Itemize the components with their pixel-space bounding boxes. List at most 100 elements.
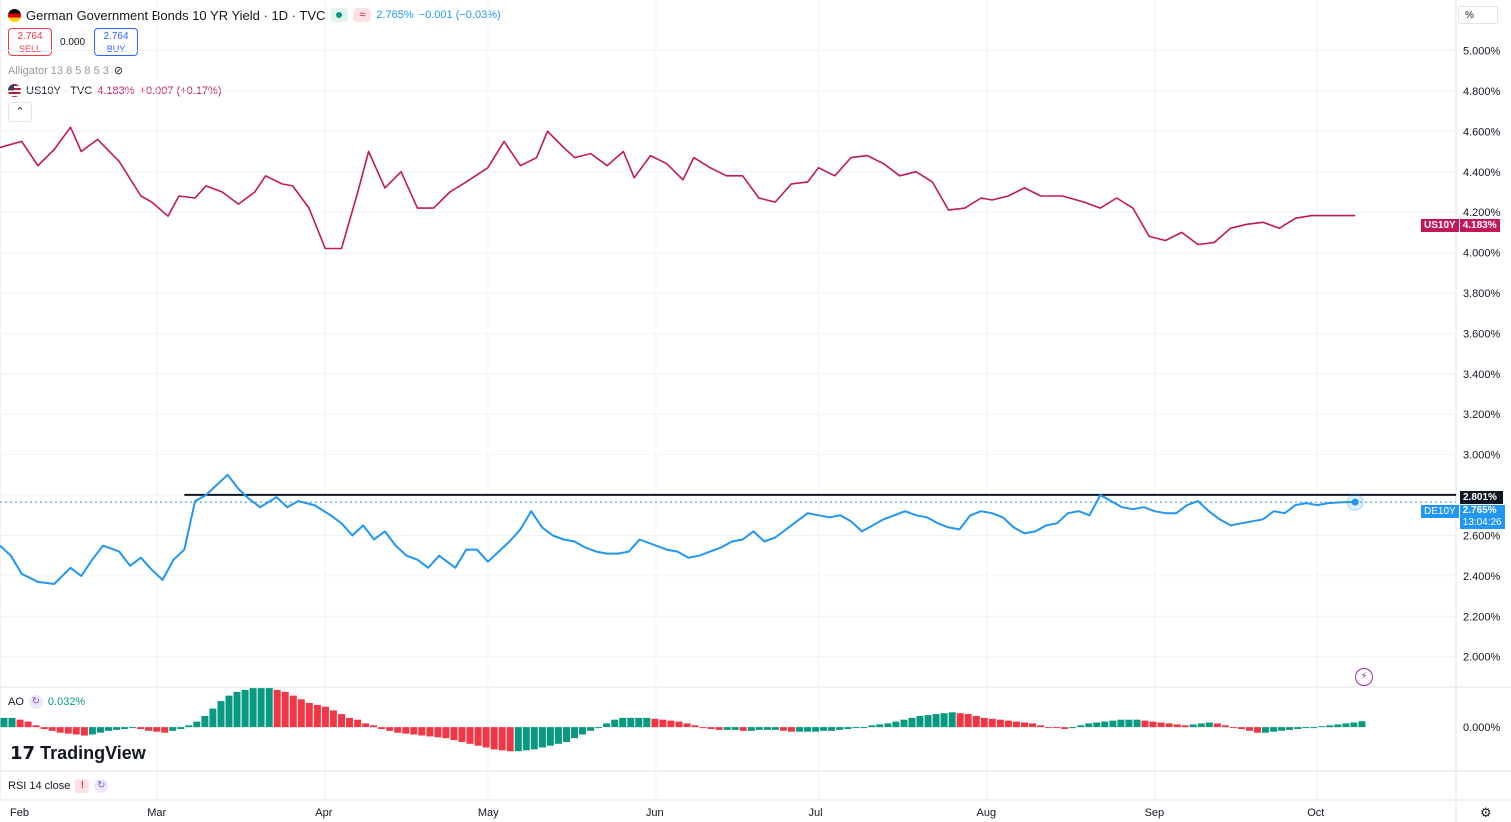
ao-bar (96, 727, 104, 733)
ao-bar (1213, 723, 1221, 728)
ao-bar (217, 701, 225, 728)
tradingview-logo[interactable]: 17 TradingView (10, 743, 146, 764)
ao-bar (763, 727, 771, 730)
time-label-feb: Feb (10, 807, 29, 819)
ao-bar (1350, 722, 1358, 728)
sell-button[interactable]: 2.764 SELL (8, 28, 52, 56)
de10y-tag-name: DE10Y (1421, 505, 1459, 518)
ao-bar (1237, 727, 1245, 729)
ao-zero-label: 0.000% (1463, 722, 1501, 734)
ao-bar (1149, 721, 1157, 728)
ao-bar (956, 713, 964, 728)
ao-bar (1093, 722, 1101, 728)
rsi-legend[interactable]: RSI 14 close ! ↻ (8, 779, 109, 793)
time-label-oct: Oct (1307, 807, 1325, 819)
germany-flag-icon (8, 8, 21, 22)
buy-label: BUY (106, 44, 126, 54)
ao-bar (153, 727, 161, 732)
buy-button[interactable]: 2.764 BUY (94, 28, 138, 56)
ao-bar (1181, 725, 1189, 728)
sell-label: SELL (18, 44, 42, 54)
settings-gear-icon[interactable]: ⚙ (1480, 805, 1492, 820)
ao-bar (338, 714, 345, 728)
ao-bar (948, 712, 956, 728)
time-label-apr: Apr (315, 807, 333, 819)
ao-bar (1077, 725, 1085, 728)
ao-bar (643, 717, 651, 728)
ao-bar (80, 727, 88, 736)
ao-bar (1012, 721, 1020, 728)
ao-bar (506, 727, 514, 752)
ao-bar (812, 727, 820, 732)
lightning-icon[interactable]: ⚡ (1355, 668, 1373, 686)
time-label-mar: Mar (147, 807, 167, 819)
header-price: 2.765% (376, 9, 414, 21)
ao-bar (233, 691, 241, 728)
ao-bar (924, 715, 932, 728)
ao-bar (522, 727, 530, 751)
y-tick-label: 2.200% (1463, 611, 1501, 623)
approx-icon[interactable]: ≈ (353, 8, 372, 22)
ao-bar (996, 719, 1004, 728)
ao-bar (386, 727, 394, 731)
ao-bar (137, 727, 145, 729)
time-label-may: May (477, 807, 499, 819)
time-label-jun: Jun (645, 807, 664, 819)
symbol-title[interactable]: German Government Bonds 10 YR Yield · 1D… (26, 7, 326, 23)
ao-bar (1029, 723, 1036, 728)
ao-histogram (0, 688, 1366, 752)
header-change: −0.001 (−0.03%) (418, 9, 501, 21)
ao-bar (209, 708, 217, 728)
market-status-dot-icon[interactable] (330, 8, 349, 22)
unit-label[interactable]: % (1458, 6, 1498, 24)
refresh-icon[interactable]: ↻ (94, 779, 109, 793)
ao-bar (1061, 727, 1069, 729)
ao-bar (1302, 727, 1310, 729)
ao-bar (1157, 722, 1165, 728)
refresh-icon[interactable]: ↻ (28, 695, 43, 709)
ao-bar (273, 690, 281, 728)
ao-bar (747, 727, 755, 731)
ao-bar (771, 727, 779, 730)
ao-bar (1004, 720, 1012, 728)
y-tick-label: 2.400% (1463, 571, 1501, 583)
ao-bar (635, 717, 643, 728)
ao-legend[interactable]: AO ↻ 0.032% (8, 695, 85, 709)
chevron-up-icon: ⌃ (15, 106, 25, 118)
ao-bar (1069, 727, 1077, 729)
warning-icon[interactable]: ! (75, 779, 90, 793)
ao-bar (723, 727, 731, 730)
ao-bar (193, 721, 201, 728)
y-tick-label: 4.000% (1463, 248, 1501, 260)
ao-bar (474, 727, 482, 746)
ao-bar (1085, 723, 1093, 728)
grid-lines (0, 0, 1456, 800)
alligator-legend[interactable]: Alligator 13 8 5 8 5 3 ⊘ (8, 64, 124, 78)
collapse-legend-button[interactable]: ⌃ (8, 102, 32, 122)
ao-bar (450, 727, 458, 741)
ao-bar (932, 714, 940, 728)
ao-bar (1165, 723, 1173, 728)
ao-bar (1229, 727, 1237, 729)
y-tick-label: 3.600% (1463, 328, 1501, 340)
ao-bar (900, 719, 908, 728)
ao-bar (1294, 727, 1302, 729)
ao-bar (24, 721, 32, 728)
ao-bar (1053, 727, 1061, 729)
ao-bar (1173, 724, 1181, 728)
ao-bar (707, 727, 715, 729)
ao-bar (498, 727, 506, 751)
de10y-tag-value: 2.765% (1462, 505, 1497, 516)
ao-bar (715, 727, 723, 730)
de10y-price-tag: DE10Y 2.765% 13:04:26 (1421, 505, 1505, 529)
ao-bar (804, 727, 811, 732)
ao-bar (354, 719, 362, 728)
price-axis[interactable]: 5.000% 4.800% 4.600% 4.400% 4.200% 4.000% 3.80… (1463, 46, 1501, 735)
ao-bar (1189, 724, 1197, 728)
hidden-eye-icon[interactable]: ⊘ (113, 65, 124, 77)
hline-price-tag: 2.801% (1460, 491, 1503, 504)
ao-bar (72, 727, 80, 735)
de10y-last-point (1351, 498, 1359, 506)
ao-bar (587, 727, 595, 731)
